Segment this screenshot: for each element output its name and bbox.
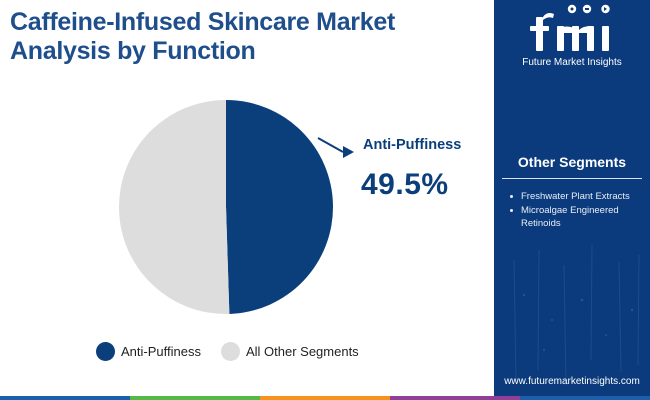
- legend-label-anti-puffiness: Anti-Puffiness: [121, 343, 201, 359]
- callout-value: 49.5%: [361, 168, 449, 201]
- pie-chart: [118, 100, 354, 314]
- list-item: Freshwater Plant Extracts: [509, 190, 644, 203]
- legend-label-all-other-segments: All Other Segments: [245, 343, 359, 359]
- bottom-bar-segment: [130, 396, 260, 400]
- sidebar-decoration: [513, 244, 640, 386]
- callout-label: Anti-Puffiness: [363, 137, 462, 153]
- bottom-bar-segment: [0, 396, 130, 400]
- bottom-bar-segment: [520, 396, 650, 400]
- page-title: Caffeine-Infused Skincare Market Analysi…: [10, 8, 480, 66]
- sidebar: Future Market Insights Other Segments Fr…: [494, 0, 650, 400]
- title-line-1: Caffeine-Infused Skincare Market: [10, 8, 395, 36]
- sidebar-divider: [502, 178, 642, 179]
- logo-caption: Future Market Insights: [522, 57, 622, 68]
- list-item: Microalgae Engineered Retinoids: [509, 204, 644, 230]
- legend-swatch-anti-puffiness: [96, 341, 115, 361]
- other-segments-heading: Other Segments: [517, 154, 627, 170]
- other-segments-list: Freshwater Plant Extracts Microalgae Eng…: [509, 190, 644, 231]
- legend-item-anti-puffiness: Anti-Puffiness: [96, 341, 201, 361]
- callout-line: [317, 137, 344, 153]
- website-link[interactable]: www.futuremarketinsights.com: [504, 376, 640, 387]
- chart-legend: Anti-Puffiness All Other Segments: [96, 340, 379, 362]
- legend-item-all-other-segments: All Other Segments: [220, 341, 359, 361]
- bottom-bar-segment: [260, 396, 390, 400]
- pie-slice-all-other-segments: [118, 100, 230, 314]
- pie-slice-anti-puffiness: [226, 100, 333, 314]
- bottom-color-bar: [0, 396, 650, 400]
- fmi-logo: [530, 4, 610, 51]
- title-line-2: Analysis by Function: [10, 37, 256, 65]
- callout-arrowhead: [343, 146, 354, 158]
- legend-swatch-all-other-segments: [220, 341, 240, 361]
- bottom-bar-segment: [390, 396, 520, 400]
